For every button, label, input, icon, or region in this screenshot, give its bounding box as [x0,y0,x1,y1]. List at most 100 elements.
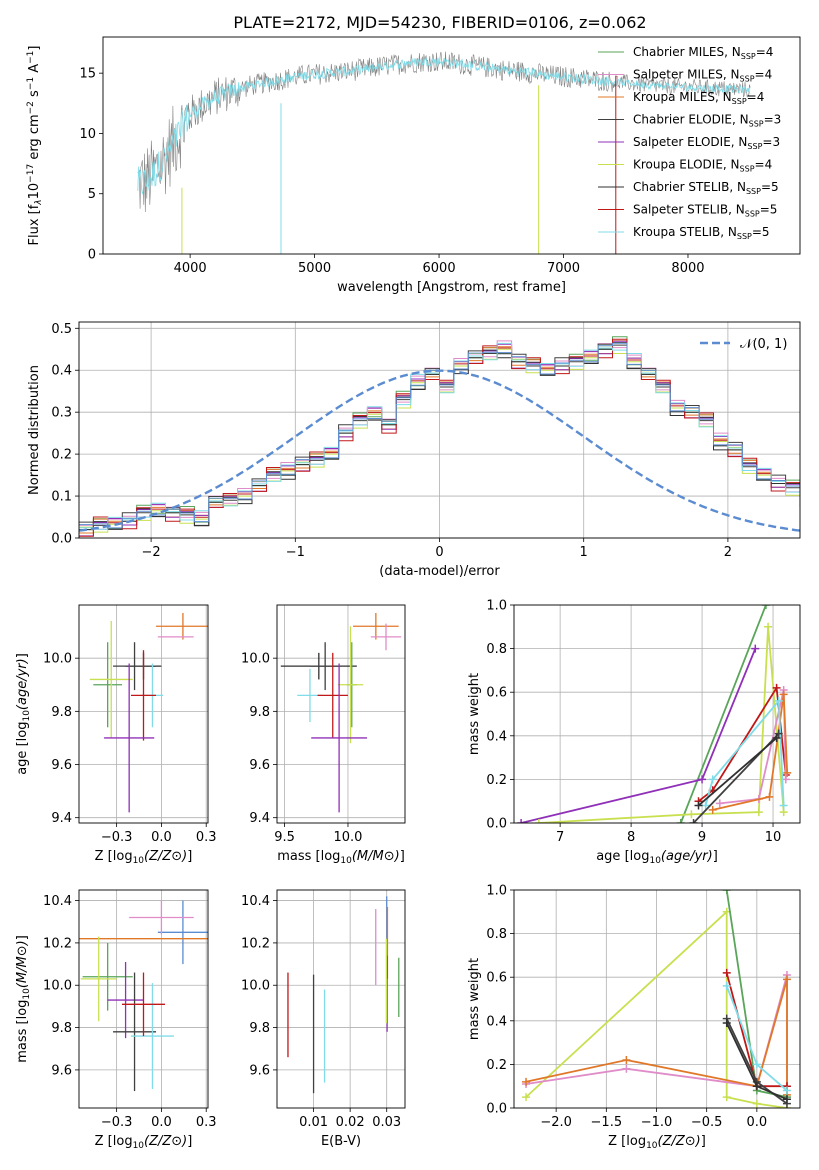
label-sub: 10 [133,1141,145,1151]
spectrum-plot [137,51,751,254]
weight-marker [779,690,788,699]
errorbar-point [80,936,117,1022]
x-tick-label: 9 [698,830,706,845]
label-part: Flux [f [27,204,42,245]
label-sub: 10 [646,1141,658,1151]
y-tick-label: 1.0 [486,599,507,614]
weight-marker [782,1086,791,1095]
legend-label-sub: SSP [740,165,755,174]
mass_vs_ebv-panel: 0.01 0.02 0.03 9.6 9.8 10.0 10.2 10.4 E(B-V) [241,889,406,1149]
legend-label-text: =3 [764,113,782,127]
legend-label-text: Kroupa ELODIE, N [633,158,740,172]
errorbar-point [89,620,133,738]
y-tick-label: 0.2 [486,1058,507,1073]
errorbar-point [107,961,144,1039]
errorbar-point [311,663,367,813]
y-tick-label: 9.4 [51,811,72,826]
weight-marker [622,1064,631,1073]
legend-label: Kroupa STELIB, NSSP=5 [633,225,770,241]
weight_vs_z-plot [522,890,791,1108]
label-sub: 10 [22,988,32,1000]
errorbar-point [129,900,194,935]
weight-series-line [538,626,785,823]
label-part: ] [400,849,405,864]
mass_vs_z-frame [78,889,209,1109]
x-axis-label: mass [log10(M/M⊙)] [277,849,405,866]
errorbar-point [337,626,364,744]
weight_vs_z-frame [513,889,801,1109]
legend-label-text: =4 [756,45,774,59]
legend-label: Salpeter ELODIE, NSSP=3 [633,135,780,151]
y-tick-label: 10.0 [43,979,72,994]
x-tick-label: 0.02 [336,1115,365,1130]
y-tick-label: 1.0 [486,884,507,899]
weight-marker [722,968,731,977]
label-part: −1 [26,51,36,64]
errorbar-point [157,900,208,965]
weight-marker [774,729,783,738]
weight-marker [722,981,731,990]
x-tick-label: 10 [765,830,782,845]
gaussian-legend-label: 𝒩(0, 1) [740,337,787,352]
x-axis-label: (data-model)/error [379,564,500,579]
legend-label-text: =4 [755,158,773,172]
mass_vs_ebv-frame [276,889,406,1109]
legend-label-text: =3 [762,135,780,149]
weight-marker [752,1082,761,1091]
weight-marker [694,801,703,810]
residuals-frame [78,321,801,539]
legend-label: Chabrier MILES, NSSP=4 [633,45,773,61]
spectrum-panel: 4000 5000 6000 7000 8000 0 5 10 15 wavelength [An… [26,36,801,295]
histogram-step [79,342,800,530]
y-tick-label: 10.0 [241,652,270,667]
age_vs_mass-plot [280,612,402,813]
errorbar-point [130,983,174,1089]
legend-entry: Kroupa MILES, NSSP=4 [598,90,764,106]
weight-marker [764,622,773,631]
x-tick-label: 0 [435,545,443,560]
label-part: ] [187,849,192,864]
legend-label: Salpeter STELIB, NSSP=5 [633,203,777,219]
x-axis-label: Z [log10(Z/Z⊙)] [95,1134,193,1151]
legend-label-text: =4 [747,90,765,104]
histogram-step [79,342,800,529]
x-tick-label: 4000 [174,261,207,276]
y-tick-label: 0.4 [486,729,507,744]
figure-title: PLATE=2172, MJD=54230, FIBERID=0106, z=0… [233,13,646,32]
x-tick-label: 2 [724,545,732,560]
weight-marker [522,1093,531,1102]
weight-marker [708,775,717,784]
weight-marker [752,1099,761,1108]
label-part: 10 [27,183,42,200]
weight-marker [522,1077,531,1086]
weight-marker [782,1095,791,1104]
legend-label-text: Kroupa STELIB, N [633,225,737,239]
legend-label: Salpeter MILES, NSSP=4 [633,68,772,84]
legend-label-text: Chabrier STELIB, N [633,180,746,194]
weight-marker [752,1060,761,1069]
label-part: mass [log [15,1000,30,1063]
weight-marker [722,890,731,894]
weight-marker [779,801,788,810]
label-part: Z [log [95,849,133,864]
x-tick-label: 6000 [423,261,456,276]
weight-marker [754,808,763,817]
label-part: ] [15,935,30,940]
legend-label-sub: SSP [746,187,761,196]
errorbar-point [93,642,122,728]
label-part: Z [log [95,1134,133,1149]
y-tick-label: 0.5 [51,322,72,337]
weight-marker [722,1093,731,1102]
weight-marker [761,605,770,609]
legend-label: Kroupa MILES, NSSP=4 [633,90,764,106]
label-part: s [27,90,42,101]
label-part: mass [log [277,849,340,864]
y-axis-label: mass [log10(M/M⊙)] [15,935,32,1063]
y-tick-label: 0.3 [51,406,72,421]
y-tick-label: 9.8 [51,1021,72,1036]
legend-label-sub: SSP [737,232,752,241]
x-tick-label: 1 [580,545,588,560]
x-tick-label: 5000 [298,261,331,276]
